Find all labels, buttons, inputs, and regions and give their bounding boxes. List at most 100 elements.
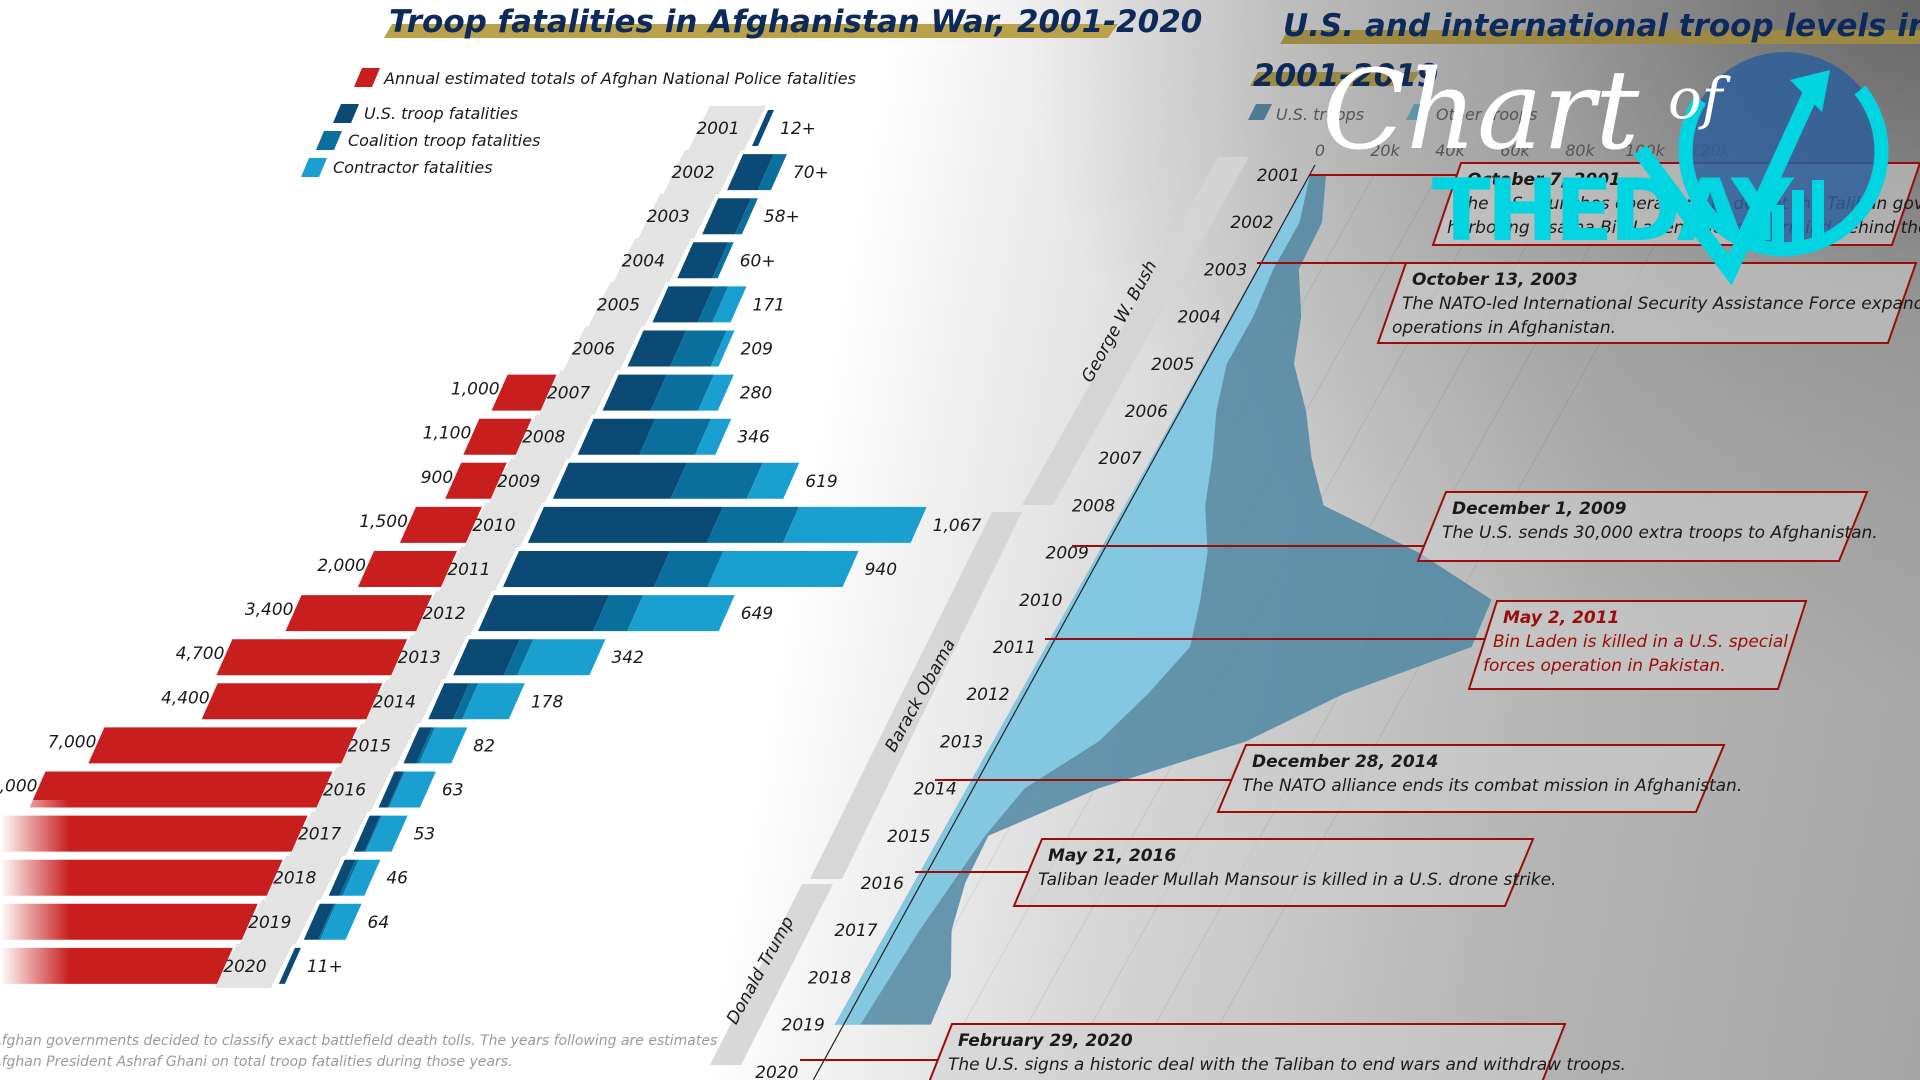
us-fatalities-bar <box>353 815 381 852</box>
coalition-fatalities-bar <box>670 330 727 367</box>
legend-swatch-other-troops <box>1406 104 1430 120</box>
us-fatalities-bar <box>552 462 687 499</box>
police-fatalities-bar <box>358 551 457 587</box>
police-fatalities-bar <box>445 462 507 499</box>
annotation-text: forces operation in Pakistan. <box>1483 656 1726 676</box>
police-fatalities-label: 7,000 <box>48 732 97 752</box>
police-fatalities-bar <box>29 771 333 808</box>
coalition-fatalities-bar <box>735 198 758 235</box>
year-label: 2014 <box>373 692 416 712</box>
year-label: 2006 <box>572 340 615 360</box>
bar-row: 2010 1,067 1,500 <box>359 502 982 547</box>
year-label: 2019 <box>782 1016 825 1036</box>
total-fatalities-label: 12+ <box>780 119 816 139</box>
police-fatalities-bar <box>399 506 482 543</box>
police-fatalities-label: 1,000 <box>451 380 500 400</box>
contractor-fatalities-bar <box>782 506 927 543</box>
us-fatalities-bar <box>577 418 656 455</box>
year-label: 2017 <box>298 825 341 845</box>
year-label: 2008 <box>522 428 565 448</box>
year-label: 2007 <box>1098 449 1141 469</box>
bar-row: 2017 53 <box>0 811 435 856</box>
chart-title-line-2: 2001-2019 <box>1253 58 1438 94</box>
annotation-text: Bin Laden is killed in a U.S. special <box>1493 632 1788 652</box>
annotation: May 21, 2016 Taliban leader Mullah Mansou… <box>915 838 1556 907</box>
coalition-fatalities-bar <box>757 154 787 191</box>
annotation-date: February 29, 2020 <box>958 1031 1133 1051</box>
coalition-fatalities-bar <box>364 815 382 852</box>
coalition-fatalities-bar <box>593 595 644 632</box>
president-band <box>1022 157 1249 505</box>
year-label: 2006 <box>1125 402 1168 422</box>
year-label: 2017 <box>834 921 877 941</box>
police-fatalities-bar <box>0 859 283 896</box>
annotation: October 13, 2003 The NATO-led Internation… <box>1257 262 1920 344</box>
annotation-date: October 7, 2001 <box>1467 170 1621 190</box>
annotation-box <box>1416 491 1869 562</box>
bar-row: 2013 342 4,700 <box>176 635 644 680</box>
contractor-fatalities-bar <box>320 903 362 940</box>
annotation-text: The U.S. sends 30,000 extra troops to Af… <box>1442 523 1878 543</box>
contractor-fatalities-bar <box>627 595 735 632</box>
year-label: 2015 <box>887 827 930 847</box>
contractor-fatalities-bar <box>695 418 732 455</box>
contractor-fatalities-bar <box>707 551 859 587</box>
year-label: 2019 <box>248 913 291 933</box>
chart-title: Troop fatalities in Afghanistan War, 200… <box>389 4 1202 40</box>
logo-ring <box>1678 85 1889 257</box>
us-fatalities-bar <box>677 242 729 279</box>
year-label: 2011 <box>993 638 1036 658</box>
bar-row: 2006 209 <box>563 326 773 371</box>
total-fatalities-label: 280 <box>740 384 772 404</box>
bar-row: 2005 171 <box>588 282 785 327</box>
contractor-fatalities-bar <box>389 771 436 808</box>
footnote-line-1: Afghan governments decided to classify e… <box>0 1033 717 1049</box>
bar-row: 2020 11+ <box>0 943 343 988</box>
logo-of-text: of <box>1668 67 1732 132</box>
check-arrow-chart-icon <box>1633 70 1830 286</box>
annotation: February 29, 2020 The U.S. signs a histor… <box>800 1023 1626 1080</box>
annotation-date: December 28, 2014 <box>1252 752 1438 772</box>
total-fatalities-label: 46 <box>386 869 408 889</box>
us-fatalities-bar <box>278 947 301 984</box>
year-label: 2015 <box>348 736 391 756</box>
contractor-fatalities-bar <box>365 815 408 852</box>
annotation-date: May 2, 2011 <box>1503 608 1619 628</box>
total-fatalities-label: 619 <box>805 472 837 492</box>
us-fatalities-bar <box>752 110 774 146</box>
logo-chart-text: Chart <box>1322 46 1640 174</box>
legend-label-police: Annual estimated totals of Afghan Nation… <box>383 69 856 88</box>
year-band <box>414 591 493 636</box>
coalition-fatalities-bar <box>712 242 734 279</box>
total-fatalities-label: 11+ <box>307 957 343 977</box>
year-label: 2011 <box>447 560 490 580</box>
us-fatalities-bar <box>702 198 752 235</box>
year-band <box>588 282 667 327</box>
police-fatalities-bar <box>216 639 408 676</box>
axis-tick-label: 0 <box>1315 141 1325 160</box>
axis-tick-label: 20k <box>1370 141 1400 160</box>
bar-row: 2008 346 1,100 <box>423 414 770 459</box>
contractor-fatalities-bar <box>517 639 606 676</box>
year-label: 2001 <box>1257 166 1300 186</box>
total-fatalities-label: 346 <box>737 428 770 448</box>
year-label: 2016 <box>323 781 366 801</box>
year-label: 2005 <box>597 295 640 315</box>
us-fatalities-bar <box>627 330 687 367</box>
fatalities-chart: Troop fatalities in Afghanistan War, 200… <box>0 4 1202 1070</box>
year-label: 2005 <box>1151 355 1194 375</box>
chart-of-the-day-logo: Chart of THEDAY <box>1322 46 1889 286</box>
annotation-box <box>1216 744 1726 813</box>
total-fatalities-label: 342 <box>611 648 643 668</box>
year-label: 2009 <box>497 472 540 492</box>
police-fatalities-label: 3,400 <box>245 600 294 620</box>
annotation: December 1, 2009 The U.S. sends 30,000 ex… <box>1072 491 1878 562</box>
coalition-fatalities-bar <box>339 859 359 896</box>
bar-row: 2012 649 3,400 <box>245 591 773 636</box>
total-fatalities-label: 60+ <box>740 251 776 271</box>
legend-label-us-troops: U.S. troops <box>1276 105 1364 124</box>
police-fatalities-label: 4,700 <box>176 644 225 664</box>
annotation-box <box>1012 838 1535 907</box>
bar-row: 2015 82 7,000 <box>48 723 495 768</box>
